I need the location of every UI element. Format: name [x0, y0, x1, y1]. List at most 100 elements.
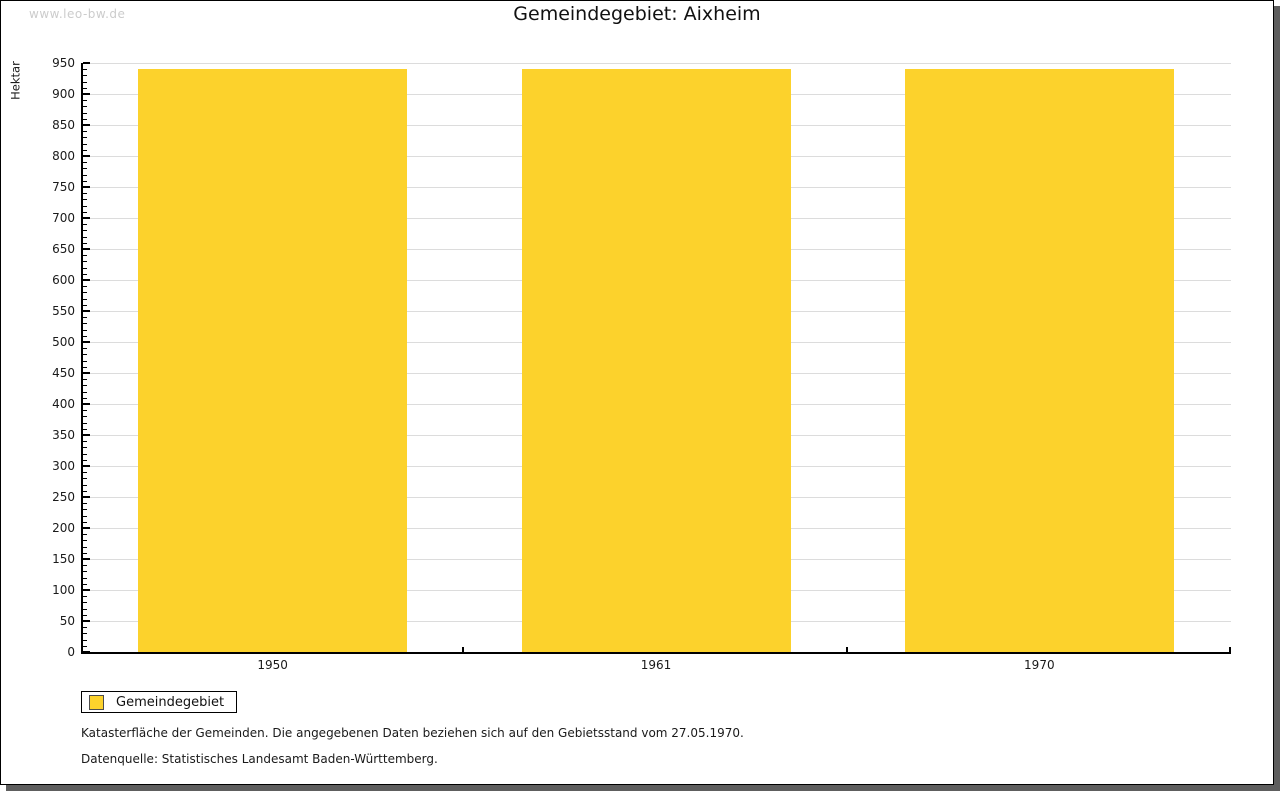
y-tick-label-200: 200 — [52, 521, 75, 535]
y-tick-minor — [83, 168, 87, 170]
y-tick-label-700: 700 — [52, 211, 75, 225]
y-tick-major — [83, 62, 90, 64]
y-tick-label-850: 850 — [52, 118, 75, 132]
y-tick-minor — [83, 602, 87, 604]
y-tick-major — [83, 558, 90, 560]
y-tick-minor — [83, 503, 87, 505]
y-tick-minor — [83, 143, 87, 145]
y-tick-minor — [83, 571, 87, 573]
y-tick-minor — [83, 199, 87, 201]
bar-1970 — [904, 68, 1174, 652]
y-tick-minor — [83, 447, 87, 449]
y-tick-minor — [83, 360, 87, 362]
y-tick-minor — [83, 478, 87, 480]
y-tick-minor — [83, 292, 87, 294]
y-tick-minor — [83, 391, 87, 393]
y-tick-major — [83, 248, 90, 250]
y-tick-minor — [83, 205, 87, 207]
y-tick-minor — [83, 397, 87, 399]
y-tick-label-50: 50 — [59, 614, 75, 628]
y-tick-minor — [83, 366, 87, 368]
y-tick-label-450: 450 — [52, 366, 75, 380]
y-tick-label-100: 100 — [52, 583, 75, 597]
y-tick-minor — [83, 490, 87, 492]
y-tick-label-900: 900 — [52, 87, 75, 101]
y-tick-minor — [83, 614, 87, 616]
y-tick-minor — [83, 100, 87, 102]
y-tick-minor — [83, 162, 87, 164]
y-tick-label-600: 600 — [52, 273, 75, 287]
y-tick-label-0: 0 — [67, 645, 75, 659]
y-tick-label-550: 550 — [52, 304, 75, 318]
y-tick-minor — [83, 69, 87, 71]
y-tick-minor — [83, 286, 87, 288]
y-tick-label-300: 300 — [52, 459, 75, 473]
y-tick-minor — [83, 552, 87, 554]
x-category-label-1970: 1970 — [1024, 658, 1055, 672]
footnote-source: Datenquelle: Statistisches Landesamt Bad… — [81, 752, 438, 766]
chart-title: Gemeindegebiet: Aixheim — [513, 3, 761, 25]
y-tick-major — [83, 403, 90, 405]
y-tick-minor — [83, 627, 87, 629]
y-tick-major — [83, 651, 90, 653]
y-tick-major — [83, 434, 90, 436]
footnote-description: Katasterfläche der Gemeinden. Die angege… — [81, 726, 744, 740]
y-tick-minor — [83, 180, 87, 182]
y-tick-minor — [83, 472, 87, 474]
y-tick-minor — [83, 75, 87, 77]
y-tick-minor — [83, 87, 87, 89]
legend-swatch-gemeindegebiet — [89, 694, 104, 710]
y-tick-major — [83, 186, 90, 188]
y-tick-label-800: 800 — [52, 149, 75, 163]
x-category-label-1950: 1950 — [257, 658, 288, 672]
y-tick-minor — [83, 131, 87, 133]
y-tick-minor — [83, 577, 87, 579]
y-tick-major — [83, 217, 90, 219]
y-tick-minor — [83, 385, 87, 387]
y-tick-minor — [83, 267, 87, 269]
y-tick-minor — [83, 428, 87, 430]
y-tick-minor — [83, 565, 87, 567]
y-tick-major — [83, 527, 90, 529]
y-tick-minor — [83, 224, 87, 226]
y-axis-line — [81, 63, 83, 654]
y-tick-minor — [83, 546, 87, 548]
y-tick-minor — [83, 484, 87, 486]
y-tick-minor — [83, 304, 87, 306]
watermark: www.leo-bw.de — [29, 7, 126, 21]
y-tick-minor — [83, 416, 87, 418]
y-tick-minor — [83, 137, 87, 139]
x-boundary-tick — [1229, 647, 1231, 652]
y-tick-label-400: 400 — [52, 397, 75, 411]
y-tick-minor — [83, 273, 87, 275]
bar-1950 — [138, 68, 408, 652]
y-tick-minor — [83, 645, 87, 647]
y-tick-major — [83, 496, 90, 498]
y-tick-minor — [83, 323, 87, 325]
y-tick-minor — [83, 255, 87, 257]
y-tick-minor — [83, 242, 87, 244]
y-tick-minor — [83, 211, 87, 213]
y-tick-minor — [83, 515, 87, 517]
y-tick-minor — [83, 459, 87, 461]
y-tick-minor — [83, 633, 87, 635]
y-tick-minor — [83, 354, 87, 356]
bar-1961 — [521, 68, 791, 652]
legend: Gemeindegebiet — [81, 691, 238, 713]
y-tick-major — [83, 372, 90, 374]
y-tick-minor — [83, 329, 87, 331]
y-tick-minor — [83, 106, 87, 108]
y-tick-minor — [83, 422, 87, 424]
legend-label: Gemeindegebiet — [116, 694, 225, 710]
y-tick-minor — [83, 81, 87, 83]
gridline-950 — [83, 63, 1231, 64]
y-tick-minor — [83, 174, 87, 176]
y-tick-minor — [83, 521, 87, 523]
y-tick-label-250: 250 — [52, 490, 75, 504]
x-category-label-1961: 1961 — [640, 658, 672, 672]
x-boundary-tick — [462, 647, 465, 652]
y-tick-label-150: 150 — [52, 552, 75, 566]
y-tick-minor — [83, 230, 87, 232]
